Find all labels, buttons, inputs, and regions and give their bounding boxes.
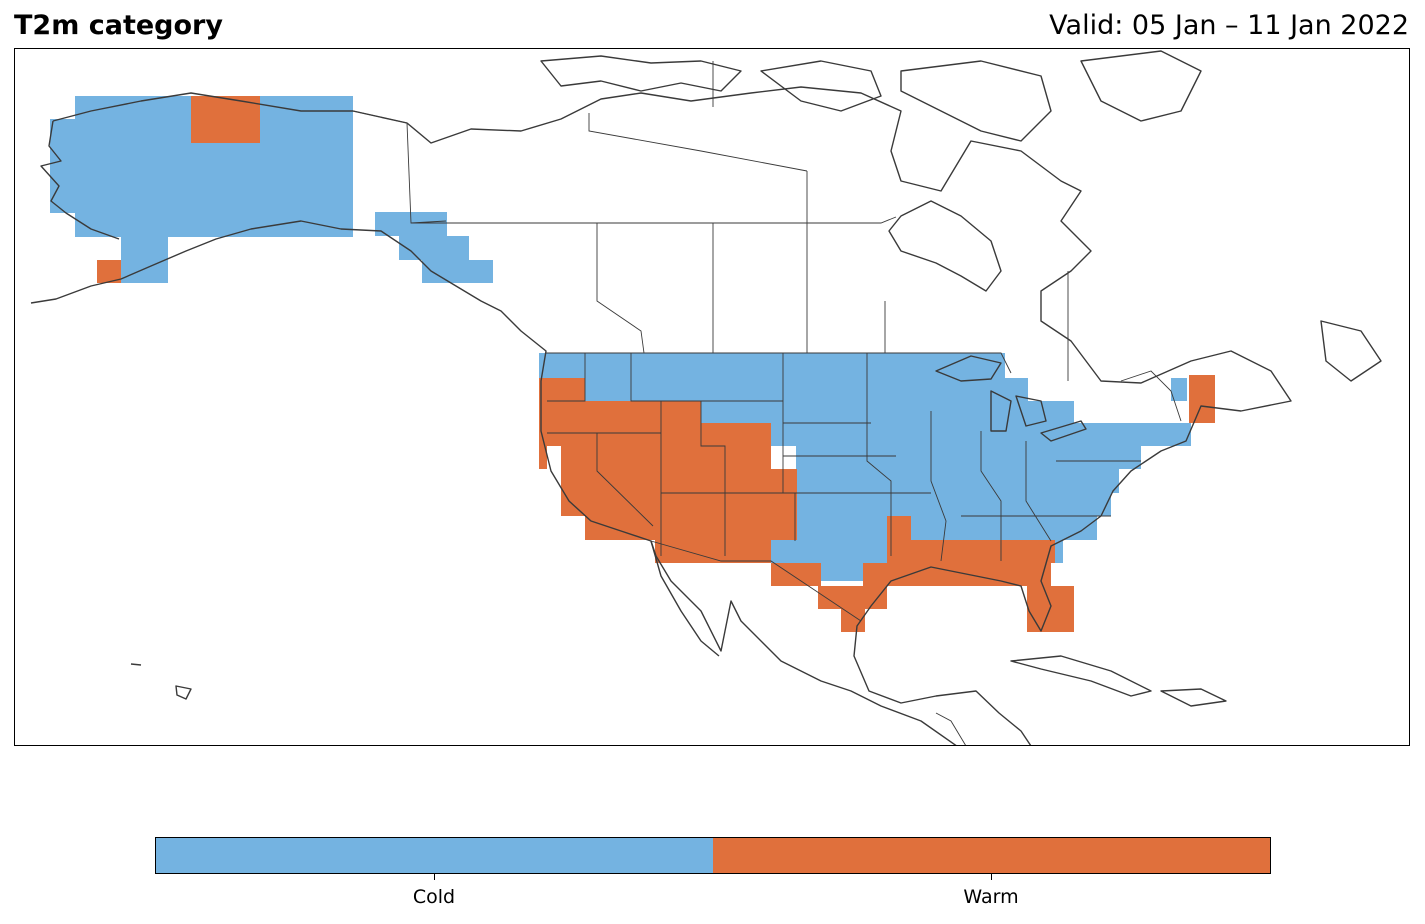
- border-wi-il-ar: [930, 411, 947, 562]
- cold-cell: [539, 353, 1005, 378]
- island-cuba: [1010, 655, 1152, 697]
- warm-cell: [539, 378, 585, 401]
- colorbar-warm-segment: [713, 838, 1270, 873]
- warm-cell: [585, 516, 797, 540]
- border-nunavut: [588, 113, 808, 172]
- colorbar-cold-segment: [156, 838, 713, 873]
- colorbar-tick-cold: [434, 874, 435, 880]
- border-wa-or: [547, 353, 586, 402]
- warm-cell: [887, 540, 1055, 563]
- border-us-canada: [546, 352, 1012, 374]
- map-panel: [14, 48, 1410, 746]
- warm-cell: [97, 260, 121, 283]
- border-mt: [630, 353, 783, 402]
- border-central-america: [935, 712, 966, 745]
- island-baffin: [900, 60, 1052, 142]
- colorbar-label-cold: Cold: [412, 886, 456, 908]
- warm-cell: [655, 540, 771, 563]
- map-canvas: [30, 50, 1382, 745]
- border-canada-territories: [411, 216, 897, 224]
- border-oh-tn-ga: [1025, 441, 1052, 542]
- cold-cell: [797, 469, 1119, 493]
- coastline-baja: [650, 540, 720, 657]
- warm-cell: [561, 469, 797, 493]
- colorbar-tick-warm: [991, 874, 992, 880]
- island-newfoundland: [1320, 320, 1382, 382]
- cold-cell: [1171, 378, 1187, 401]
- coastline-hudson-bay: [888, 200, 1002, 292]
- lake-huron: [1015, 395, 1047, 427]
- border-az-nm-tx: [661, 492, 796, 541]
- map-title: T2m category: [14, 10, 223, 41]
- island-arctic-1: [540, 55, 742, 92]
- lake-superior: [935, 355, 1002, 382]
- border-id-wy-co: [700, 401, 726, 556]
- border-canada-nw: [406, 122, 447, 224]
- cold-cell: [821, 563, 863, 581]
- colorbar-label-warm: Warm: [963, 886, 1019, 908]
- cold-cell: [771, 540, 887, 563]
- border-bc-alberta: [596, 223, 645, 354]
- warm-cell: [561, 493, 797, 516]
- border-in-ky-al: [980, 431, 1002, 561]
- lake-michigan: [990, 390, 1012, 432]
- lake-erie: [1040, 420, 1087, 442]
- border-mn-ia-mo: [866, 353, 892, 556]
- cold-cell: [422, 260, 493, 283]
- warm-cell: [841, 609, 865, 632]
- cold-cell: [399, 236, 469, 260]
- political-borders: [352, 61, 1182, 745]
- coastline-north-america: [52, 86, 1292, 745]
- warm-cell: [818, 586, 887, 609]
- category-cells: [50, 96, 1215, 632]
- warm-cell: [771, 563, 821, 586]
- warm-cell: [1189, 375, 1215, 423]
- colorbar: [155, 837, 1271, 874]
- cold-cell: [1050, 401, 1074, 411]
- valid-date-label: Valid: 05 Jan – 11 Jan 2022: [1049, 10, 1409, 41]
- border-new-england: [1120, 370, 1182, 422]
- warm-cell: [561, 446, 771, 469]
- island-hispaniola: [1160, 688, 1227, 707]
- border-us-mexico: [650, 540, 862, 622]
- warm-cell: [539, 401, 701, 423]
- warm-cell: [1027, 586, 1074, 609]
- cold-cell: [50, 119, 75, 213]
- island-hawaii-1: [130, 663, 142, 666]
- warm-cell: [191, 96, 260, 143]
- coastline-alaska-west: [40, 120, 120, 240]
- warm-cell: [539, 446, 547, 469]
- cold-cell: [796, 446, 1141, 469]
- border-alaska-canada-north: [352, 110, 408, 124]
- island-arctic-3: [1080, 50, 1202, 122]
- cold-cell: [797, 493, 1111, 516]
- island-hawaii-2: [175, 685, 192, 700]
- cold-cell: [1055, 540, 1063, 563]
- coastline-west: [30, 220, 957, 745]
- cold-cell: [701, 401, 1074, 423]
- island-arctic-2: [760, 60, 882, 112]
- border-ca-nv: [596, 433, 654, 527]
- coastlines: [30, 50, 1382, 745]
- cold-cell: [911, 516, 1097, 540]
- warm-cell: [539, 423, 771, 446]
- cold-cell: [797, 516, 887, 540]
- cold-cell: [585, 378, 1028, 401]
- warm-cell: [863, 563, 1051, 586]
